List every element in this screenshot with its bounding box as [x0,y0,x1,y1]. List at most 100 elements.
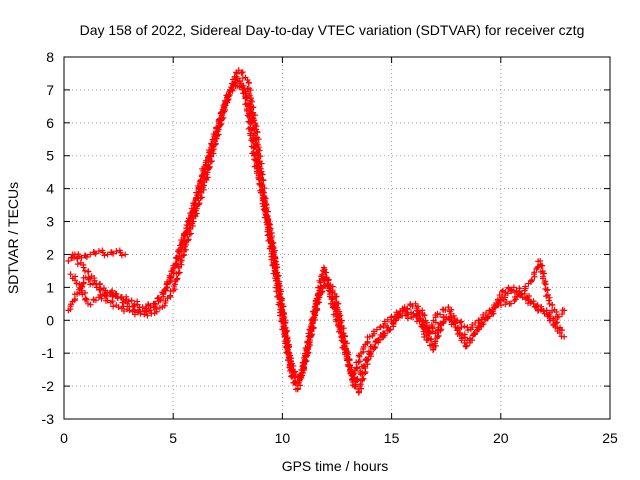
data-point [552,323,559,330]
trace-marker [474,326,481,333]
trace-marker [403,310,410,317]
trace-marker [458,335,465,342]
trace-marker [555,313,562,320]
trace-marker [471,331,478,338]
trace-marker [352,381,359,388]
data-point [85,300,92,307]
data-point [561,333,568,340]
trace-marker [211,135,218,142]
trace-marker [325,287,332,294]
data-point [532,304,539,311]
trace-marker [118,252,125,259]
trace-marker [303,352,310,359]
y-tick-label: 4 [46,181,54,197]
trace-marker [100,249,107,256]
trace-marker [556,329,563,336]
trace-marker [360,345,367,352]
y-tick-label: 1 [46,279,54,295]
trace-marker [92,297,99,304]
x-tick-label: 20 [493,430,509,446]
trace-marker [162,299,169,306]
trace-marker [110,250,117,257]
trace-marker [250,115,257,122]
x-axis-label: GPS time / hours [282,458,389,474]
trace-marker [285,344,292,351]
trace-marker [305,339,312,346]
trace-marker [410,314,417,321]
trace-marker [91,249,98,256]
trace-marker [247,124,254,131]
grid-layer [64,57,610,419]
trace-marker [229,86,236,93]
trace-marker [82,295,89,302]
trace-marker [333,293,340,300]
trace-marker [163,284,170,291]
trace-marker [157,296,164,303]
trace-marker [247,87,254,94]
trace-marker [97,286,104,293]
trace-marker [179,240,186,247]
trace-marker [299,372,306,379]
trace-marker [463,342,470,349]
trace-marker [534,264,541,271]
trace-marker [409,303,416,310]
trace-marker [365,356,372,363]
data-point [465,327,472,334]
trace-marker [404,315,411,322]
data-point [445,304,452,311]
y-tick-label: 7 [46,82,54,98]
trace-marker [549,301,556,308]
trace-marker [261,197,268,204]
data-point [235,67,242,74]
trace-marker [87,281,94,288]
trace-marker [499,293,506,300]
trace-marker [152,302,159,309]
trace-marker [129,303,136,310]
trace-marker [447,310,454,317]
trace-marker [360,375,367,382]
trace-marker [423,323,430,330]
y-tick-label: 3 [46,214,54,230]
trace-marker [518,290,525,297]
trace-marker [376,336,383,343]
trace-marker [269,239,276,246]
trace-marker [263,204,270,211]
x-tick-label: 0 [60,430,68,446]
trace-marker [546,294,553,301]
trace-marker [322,269,329,276]
trace-marker [187,230,194,237]
data-point [80,264,87,271]
trace-marker [387,326,394,333]
trace-marker [307,328,314,335]
trace-marker [454,324,461,331]
data-point [128,297,135,304]
y-tick-label: -1 [42,345,55,361]
trace-marker [153,308,160,315]
trace-marker [172,261,179,268]
data-point [462,343,469,350]
y-tick-label: 2 [46,246,54,262]
x-tick-label: 15 [384,430,400,446]
trace-marker [278,306,285,313]
trace-marker [448,306,455,313]
trace-marker [199,172,206,179]
y-axis-label: SDTVAR / TECUs [5,182,21,294]
trace-marker [247,130,254,137]
trace-marker [74,261,81,268]
trace-marker [508,300,515,307]
trace-marker [184,227,191,234]
trace-marker [248,137,255,144]
trace-marker [507,286,514,293]
trace-marker [196,178,203,185]
trace-marker [424,329,431,336]
trace-marker [478,321,485,328]
trace-marker [404,305,411,312]
trace-marker [540,273,547,280]
trace-marker [79,283,86,290]
y-tick-label: -3 [42,411,55,427]
trace-marker [252,151,259,158]
data-point [95,248,102,255]
trace-marker [448,321,455,328]
trace-marker [467,337,474,344]
